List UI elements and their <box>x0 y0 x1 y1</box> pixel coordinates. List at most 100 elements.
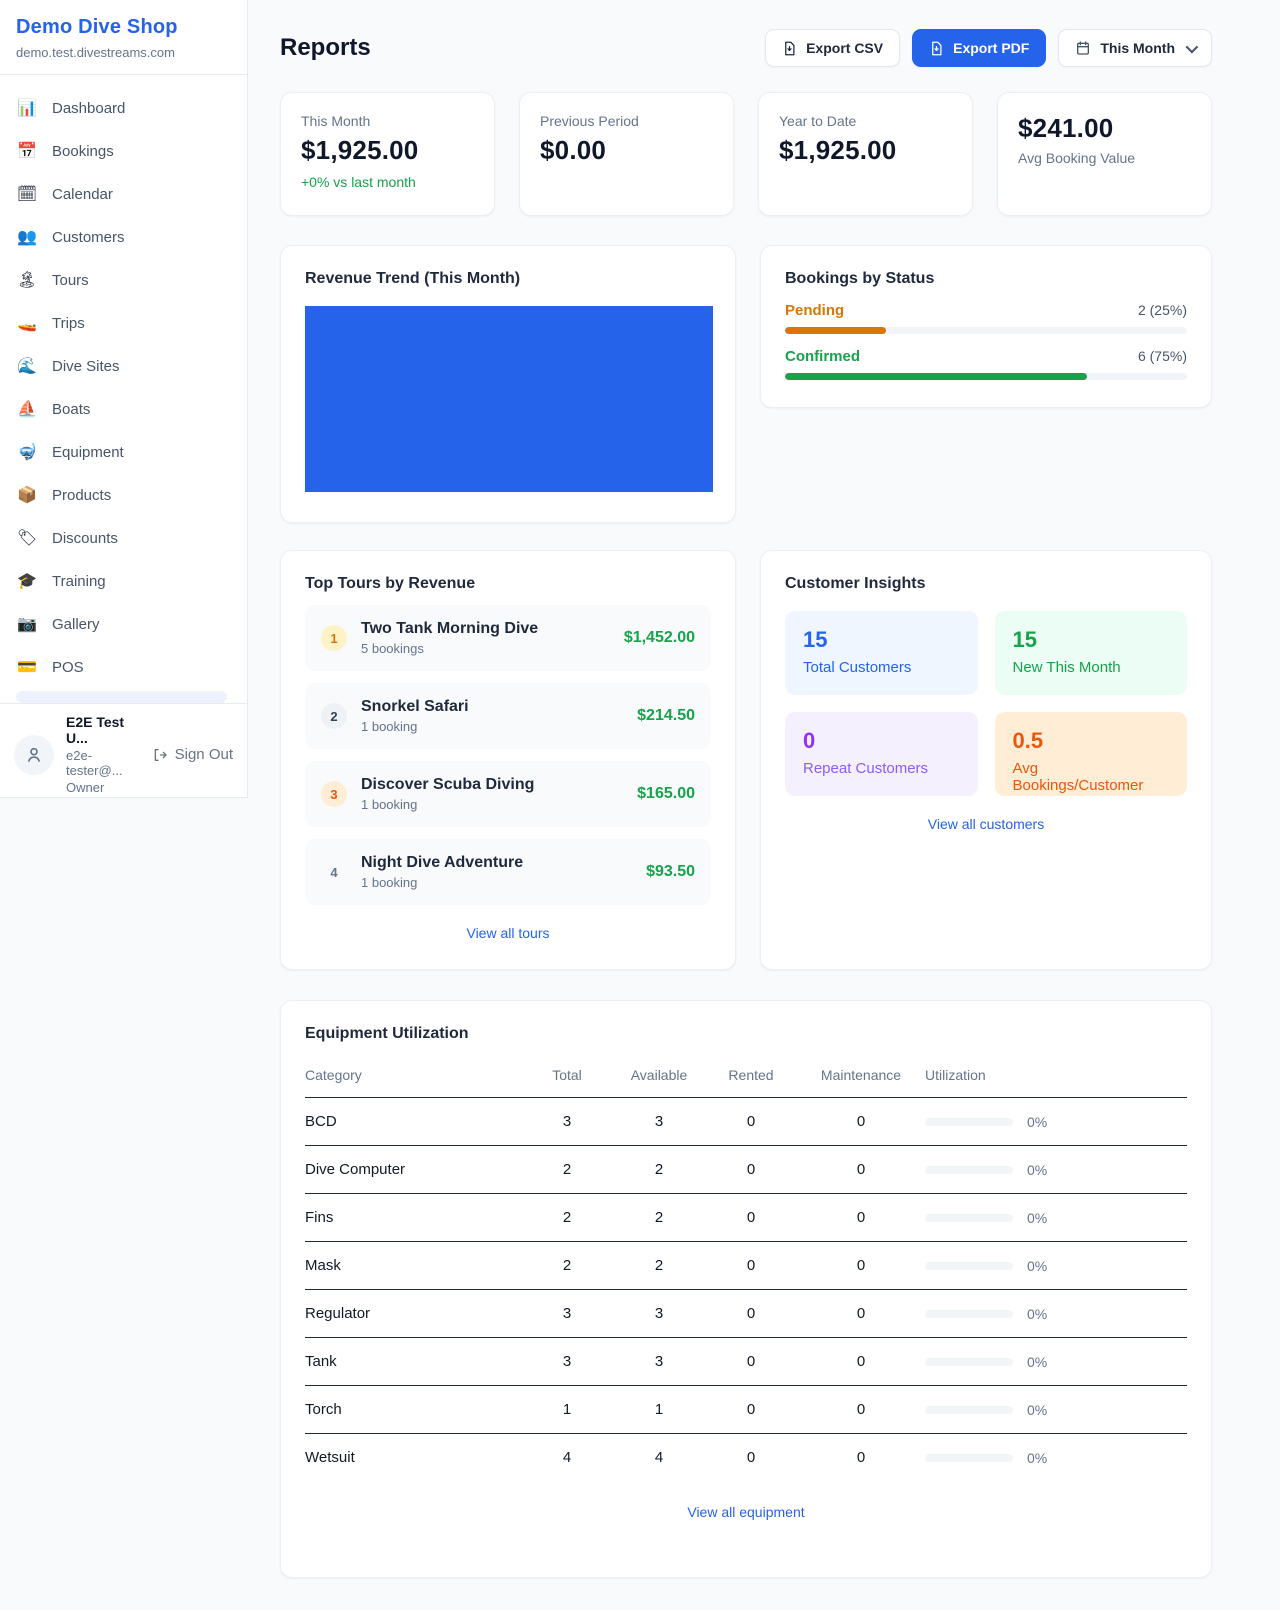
sidebar-item-label: Gallery <box>52 616 100 633</box>
tile-avg-bookings-customer: 0.5 Avg Bookings/Customer <box>994 712 1187 796</box>
training-cap-icon: 🎓 <box>17 572 37 590</box>
sidebar-item-training[interactable]: 🎓 Training <box>16 560 235 603</box>
stat-card-this-month: This Month $1,925.00 +0% vs last month <box>280 92 495 216</box>
export-pdf-button[interactable]: Export PDF <box>912 29 1047 67</box>
sidebar-item-tours[interactable]: 🏝 Tours <box>16 259 235 302</box>
cell-category: Tank <box>305 1337 521 1386</box>
sidebar-item-dashboard[interactable]: 📊 Dashboard <box>16 87 235 130</box>
sidebar-item-customers[interactable]: 👥 Customers <box>16 216 235 259</box>
cell-total: 4 <box>562 1449 572 1467</box>
utilization-bar <box>925 1117 1013 1126</box>
view-all-equipment-link[interactable]: View all equipment <box>687 1503 805 1520</box>
top-tours-card: Top Tours by Revenue 1 Two Tank Morning … <box>280 550 736 970</box>
cell-utilization: 0% <box>925 1097 1187 1146</box>
cell-rented: 0 <box>705 1337 797 1386</box>
stat-value: $1,925.00 <box>779 135 897 165</box>
tour-name: Snorkel Safari <box>361 698 469 715</box>
avatar <box>14 734 54 775</box>
tour-revenue: $165.00 <box>637 785 695 802</box>
file-download-icon <box>932 41 942 55</box>
sidebar-item-equipment[interactable]: 🤿 Equipment <box>16 431 235 474</box>
sidebar-item-label: Customers <box>52 229 125 246</box>
sidebar-item-products[interactable]: 📦 Products <box>16 474 235 517</box>
cell-total: 3 <box>521 1097 613 1146</box>
cell-available: 2 <box>613 1241 705 1290</box>
sign-out-button[interactable]: Sign Out <box>152 746 233 763</box>
cell-available: 3 <box>613 1097 705 1146</box>
sidebar-item-label: Dive Sites <box>52 358 120 375</box>
sidebar-item-bookings[interactable]: 📅 Bookings <box>16 130 235 173</box>
cell-total: 2 <box>521 1241 613 1290</box>
progress-fill <box>785 373 1087 380</box>
sidebar: Demo Dive Shop demo.test.divestreams.com… <box>0 0 248 798</box>
sidebar-item-dive-sites[interactable]: 🌊 Dive Sites <box>16 345 235 388</box>
cell-maintenance: 0 <box>797 1097 925 1146</box>
stat-card-year-to-date: Year to Date $1,925.00 <box>758 92 973 216</box>
cell-category: Regulator <box>305 1289 521 1338</box>
equipment-mask-icon: 🤿 <box>17 443 37 461</box>
sidebar-item-reports-partial[interactable] <box>16 691 227 703</box>
user-name: E2E Test U... <box>66 714 125 746</box>
products-box-icon: 📦 <box>17 486 37 504</box>
dashboard-chart-icon: 📊 <box>17 99 37 117</box>
rank-badge: 4 <box>330 864 338 880</box>
export-csv-button[interactable]: Export CSV <box>765 29 901 67</box>
table-row: Fins 2 2 0 0 0% <box>305 1193 1187 1242</box>
sidebar-item-label: Trips <box>52 315 85 332</box>
export-pdf-label: Export PDF <box>953 40 1030 56</box>
calendar-icon: 🗓 <box>16 185 38 203</box>
table-row: Mask 2 2 0 0 0% <box>305 1241 1187 1290</box>
sidebar-nav: 📊 Dashboard 📅 Bookings 🗓 Calendar 👥 Cust… <box>0 75 247 703</box>
column-header-total: Total <box>521 1059 613 1098</box>
utilization-bar <box>925 1165 1013 1174</box>
cell-total: 2 <box>521 1193 613 1242</box>
cell-utilization: 0% <box>925 1385 1187 1434</box>
cell-rented: 0 <box>705 1385 797 1434</box>
charts-row: Revenue Trend (This Month) Bookings by S… <box>280 245 1212 523</box>
utilization-percent: 0% <box>1027 1113 1048 1130</box>
cell-utilization: 0% <box>925 1434 1187 1482</box>
bookings-by-status-card: Bookings by Status Pending 2 (25%) Confi… <box>760 245 1212 408</box>
status-label: Pending <box>785 302 845 319</box>
bookings-by-status-title: Bookings by Status <box>785 270 935 287</box>
top-tours-title: Top Tours by Revenue <box>305 575 476 592</box>
user-role: Owner <box>66 780 105 795</box>
shop-domain: demo.test.divestreams.com <box>16 45 175 60</box>
sidebar-item-label: Products <box>52 487 112 504</box>
sidebar-item-label: POS <box>52 659 84 676</box>
cell-maintenance: 0 <box>797 1385 925 1434</box>
sidebar-item-calendar[interactable]: 🗓 Calendar <box>16 173 235 216</box>
cell-rented: 0 <box>705 1289 797 1338</box>
cell-rented: 0 <box>705 1241 797 1290</box>
progress-track <box>785 373 1187 380</box>
cell-available: 4 <box>654 1449 664 1467</box>
cell-available: 1 <box>613 1385 705 1434</box>
view-all-tours-link[interactable]: View all tours <box>466 925 550 941</box>
sidebar-item-gallery[interactable]: 📷 Gallery <box>16 603 235 646</box>
sidebar-item-trips[interactable]: 🚤 Trips <box>16 302 235 345</box>
header-actions: Export CSV Export PDF This Month <box>765 29 1212 67</box>
sidebar-item-label: Bookings <box>52 143 114 160</box>
page-title: Reports <box>280 34 371 61</box>
tour-name: Discover Scuba Diving <box>361 776 535 793</box>
sidebar-item-label: Tours <box>52 272 89 289</box>
progress-fill <box>785 327 886 334</box>
sidebar-item-pos[interactable]: 💳 POS <box>16 646 235 689</box>
cell-utilization: 0% <box>925 1145 1187 1194</box>
cell-category: Torch <box>305 1385 521 1434</box>
utilization-percent: 0% <box>1027 1209 1048 1226</box>
column-header-rented: Rented <box>705 1059 797 1098</box>
utilization-percent: 0% <box>1027 1161 1048 1178</box>
table-row: Regulator 3 3 0 0 0% <box>305 1289 1187 1338</box>
sidebar-header: Demo Dive Shop demo.test.divestreams.com <box>0 0 247 75</box>
table-row: BCD 3 3 0 0 0% <box>305 1097 1187 1146</box>
utilization-percent: 0% <box>1027 1257 1048 1274</box>
tile-label: Repeat Customers <box>803 760 929 777</box>
cell-maintenance: 0 <box>797 1241 925 1290</box>
sidebar-item-discounts[interactable]: 🏷 Discounts <box>16 517 235 560</box>
customer-insights-card: Customer Insights 15 Total Customers 15 … <box>760 550 1212 970</box>
sidebar-item-boats[interactable]: ⛵ Boats <box>16 388 235 431</box>
tour-row: 1 Two Tank Morning Dive 5 bookings $1,45… <box>305 605 711 671</box>
view-all-customers-link[interactable]: View all customers <box>927 816 1045 832</box>
period-select[interactable]: This Month <box>1058 29 1212 67</box>
